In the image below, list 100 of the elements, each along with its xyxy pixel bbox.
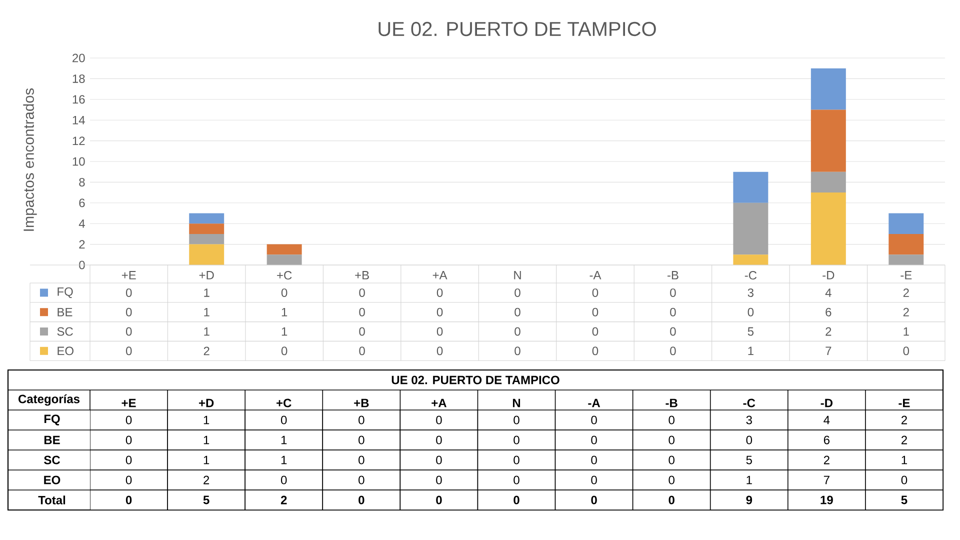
data-label: 1 (748, 346, 754, 356)
data-label: 0 (358, 496, 364, 504)
data-label: 0 (126, 416, 132, 424)
data-label: 0 (126, 456, 132, 464)
data-label: 1 (204, 308, 210, 316)
data-label: 1 (281, 436, 287, 444)
data-label: 0 (359, 327, 365, 336)
x-tick-label: -C (744, 271, 757, 280)
x-tick-label: -B (668, 271, 678, 280)
data-label: 0 (358, 456, 364, 464)
data-label: 0 (514, 327, 520, 336)
data-label: 0 (903, 346, 910, 356)
bar (189, 244, 224, 265)
y-tick-label: 18 (72, 74, 85, 83)
data-label: 5 (746, 456, 752, 464)
data-label: 0 (281, 288, 288, 297)
data-label: 0 (670, 346, 676, 356)
data-label: 0 (901, 476, 908, 484)
data-label: 0 (591, 416, 597, 424)
data-label: 0 (436, 308, 443, 316)
data-label: 0 (280, 416, 287, 424)
y-tick-label: SC (44, 456, 60, 464)
bar (733, 202, 768, 255)
data-label: 1 (904, 327, 909, 336)
x-tick-label: +D (198, 398, 214, 408)
data-label: 0 (514, 476, 520, 484)
bar (810, 192, 846, 265)
y-tick-label: 10 (72, 157, 85, 166)
data-label: 0 (592, 327, 598, 336)
x-tick-label: -D (820, 398, 833, 408)
y-tick-label: 2 (79, 240, 85, 248)
data-label: 2 (826, 327, 832, 336)
data-label: 1 (204, 327, 210, 336)
chart-title: UE 02. PUERTO DE TAMPICO (378, 22, 656, 36)
chart-title: UE 02. PUERTO DE TAMPICO (392, 376, 560, 384)
bar (189, 234, 224, 244)
data-label: 1 (902, 456, 907, 464)
bar (266, 244, 302, 255)
data-label: 0 (358, 436, 364, 444)
legend-label: BE (58, 308, 72, 316)
data-label: 0 (359, 308, 365, 316)
data-label: 0 (436, 346, 443, 356)
data-label: 4 (825, 288, 832, 297)
data-label: 2 (280, 496, 287, 504)
data-label: 0 (358, 416, 364, 424)
data-label: 0 (126, 308, 132, 316)
data-label: 0 (280, 476, 287, 484)
data-label: 0 (436, 436, 442, 444)
data-label: 0 (359, 346, 365, 356)
data-label: 2 (204, 476, 210, 484)
data-label: 7 (826, 346, 832, 356)
data-label: 0 (591, 496, 597, 504)
legend-label: SC (57, 327, 73, 336)
data-label: 0 (670, 308, 676, 316)
data-label: 1 (281, 456, 287, 464)
data-label: 2 (902, 436, 907, 444)
bar (888, 234, 924, 255)
data-label: 2 (903, 308, 909, 316)
data-label: 1 (282, 308, 288, 316)
y-tick-label: Total (38, 496, 66, 504)
data-label: 0 (592, 288, 598, 297)
data-label: 0 (281, 346, 288, 356)
x-tick-label: +C (276, 398, 292, 408)
data-label: 0 (436, 476, 442, 484)
data-label: 0 (126, 496, 132, 504)
data-label: 0 (126, 327, 132, 336)
data-label: 0 (358, 476, 364, 484)
data-label: 9 (746, 496, 752, 504)
y-tick-label: 6 (79, 198, 85, 208)
data-label: 0 (668, 416, 674, 424)
data-label: 0 (591, 456, 597, 464)
bar (189, 213, 224, 224)
data-label: 0 (748, 308, 754, 316)
data-label: 1 (204, 456, 210, 464)
data-label: 5 (901, 496, 908, 504)
data-label: 0 (592, 346, 598, 356)
y-axis-title: Impactos encontrados (23, 88, 37, 231)
data-label: 0 (514, 496, 520, 504)
x-tick-label: N (512, 398, 520, 408)
bar (733, 254, 768, 265)
data-label: 0 (514, 436, 520, 444)
data-label: 5 (203, 496, 210, 504)
x-tick-label: -D (822, 271, 834, 280)
data-label: 1 (204, 288, 210, 297)
data-label: 3 (748, 288, 754, 297)
x-tick-label: +C (277, 271, 292, 280)
data-label: 6 (826, 308, 832, 316)
data-label: 0 (514, 456, 520, 464)
y-axis-title: Categorías (18, 394, 80, 406)
data-label: 0 (514, 308, 520, 316)
data-label: 0 (591, 436, 597, 444)
y-tick-label: 12 (72, 136, 85, 145)
data-label: 2 (204, 346, 210, 356)
y-tick-label: 14 (72, 116, 85, 124)
x-tick-label: -E (900, 271, 912, 280)
data-label: 1 (204, 416, 210, 424)
data-label: 0 (670, 288, 676, 297)
x-tick-label: +E (122, 271, 136, 280)
y-tick-label: 8 (79, 178, 85, 186)
bar (266, 254, 302, 265)
